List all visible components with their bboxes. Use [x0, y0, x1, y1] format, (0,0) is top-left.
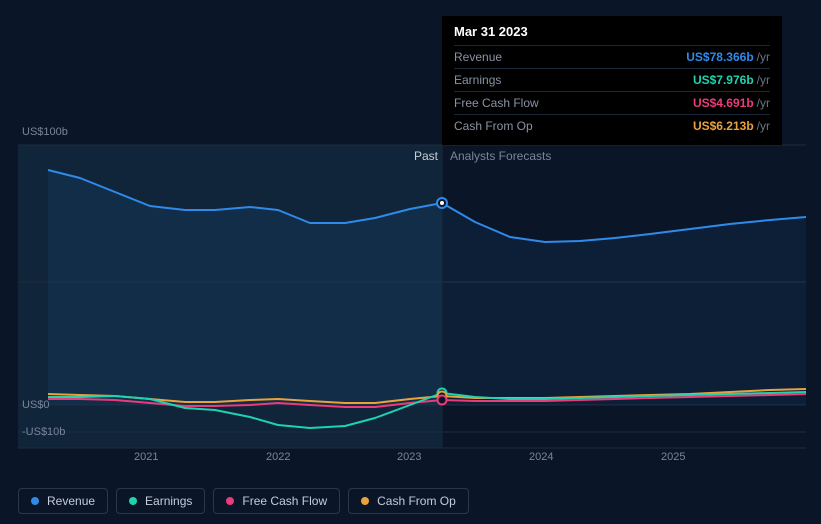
- section-label-forecast: Analysts Forecasts: [450, 149, 551, 163]
- legend-item-earnings[interactable]: Earnings: [116, 488, 205, 514]
- legend-dot-icon: [226, 497, 234, 505]
- financial-chart: US$100b US$0 -US$10b 2021 2022 2023 2024…: [0, 0, 821, 524]
- tooltip-row-cfo: Cash From Op US$6.213b /yr: [454, 114, 770, 137]
- tooltip-label: Revenue: [454, 50, 686, 64]
- legend-item-cfo[interactable]: Cash From Op: [348, 488, 469, 514]
- tooltip-row-fcf: Free Cash Flow US$4.691b /yr: [454, 91, 770, 114]
- legend-label: Cash From Op: [377, 494, 456, 508]
- tooltip-unit: /yr: [757, 96, 770, 110]
- legend-item-revenue[interactable]: Revenue: [18, 488, 108, 514]
- tooltip-unit: /yr: [757, 119, 770, 133]
- x-tick-2021: 2021: [134, 451, 158, 463]
- y-tick-0: US$0: [22, 399, 50, 411]
- legend-dot-icon: [361, 497, 369, 505]
- chart-tooltip: Mar 31 2023 Revenue US$78.366b /yr Earni…: [442, 16, 782, 145]
- x-tick-2024: 2024: [529, 451, 553, 463]
- tooltip-row-revenue: Revenue US$78.366b /yr: [454, 45, 770, 68]
- tooltip-value: US$6.213b: [693, 119, 754, 133]
- chart-legend: Revenue Earnings Free Cash Flow Cash Fro…: [18, 488, 469, 514]
- tooltip-date: Mar 31 2023: [454, 24, 770, 45]
- tooltip-value: US$7.976b: [693, 73, 754, 87]
- legend-label: Earnings: [145, 494, 192, 508]
- y-tick-100b: US$100b: [22, 126, 68, 138]
- tooltip-unit: /yr: [757, 73, 770, 87]
- tooltip-label: Earnings: [454, 73, 693, 87]
- legend-item-fcf[interactable]: Free Cash Flow: [213, 488, 340, 514]
- tooltip-value: US$4.691b: [693, 96, 754, 110]
- legend-dot-icon: [31, 497, 39, 505]
- legend-label: Free Cash Flow: [242, 494, 327, 508]
- x-tick-2023: 2023: [397, 451, 421, 463]
- x-tick-2025: 2025: [661, 451, 685, 463]
- legend-dot-icon: [129, 497, 137, 505]
- y-tick-neg10b: -US$10b: [22, 426, 65, 438]
- tooltip-label: Free Cash Flow: [454, 96, 693, 110]
- tooltip-value: US$78.366b: [686, 50, 753, 64]
- tooltip-label: Cash From Op: [454, 119, 693, 133]
- legend-label: Revenue: [47, 494, 95, 508]
- section-label-past: Past: [414, 149, 438, 163]
- x-tick-2022: 2022: [266, 451, 290, 463]
- tooltip-unit: /yr: [757, 50, 770, 64]
- tooltip-row-earnings: Earnings US$7.976b /yr: [454, 68, 770, 91]
